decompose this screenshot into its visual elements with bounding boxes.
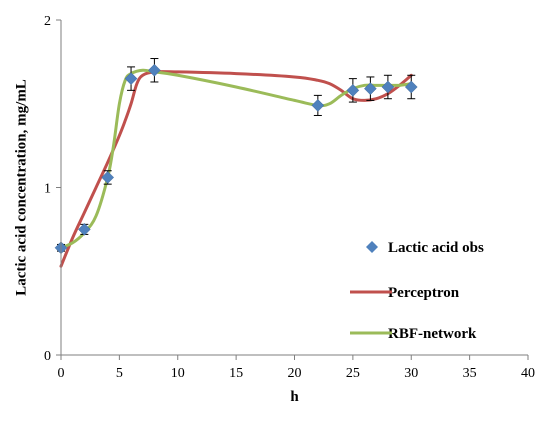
legend-item-lactic-acid-obs: Lactic acid obs <box>366 240 484 256</box>
data-point-diamond <box>364 82 377 96</box>
legend-item-rbf-network: RBF-network <box>350 326 477 342</box>
y-tick-label: 2 <box>44 14 51 29</box>
data-point-diamond <box>311 99 325 112</box>
legend-label-perceptron: Perceptron <box>388 285 460 301</box>
y-axis-title: Lactic acid concentration, mg/mL <box>13 79 29 296</box>
y-tick-label: 1 <box>44 182 51 197</box>
data-point-diamond <box>77 223 91 236</box>
data-point-diamond <box>404 80 418 94</box>
axes <box>56 19 529 360</box>
x-tick-label: 5 <box>116 366 123 381</box>
data-point-diamond <box>101 171 115 184</box>
tick-labels: 0 5 10 15 20 25 30 35 40 0 1 2 <box>44 14 535 381</box>
x-tick-label: 20 <box>288 366 302 381</box>
x-tick-label: 35 <box>463 366 477 381</box>
x-tick-label: 25 <box>346 366 360 381</box>
x-tick-label: 40 <box>521 366 535 381</box>
data-point-diamond <box>148 63 161 77</box>
y-tick-label: 0 <box>44 349 51 364</box>
x-tick-label: 30 <box>404 366 418 381</box>
x-tick-label: 15 <box>229 366 243 381</box>
legend-item-perceptron: Perceptron <box>350 285 460 301</box>
x-tick-label: 10 <box>171 366 185 381</box>
data-point-diamond <box>381 80 395 94</box>
legend-label-lactic-acid-obs: Lactic acid obs <box>388 240 484 256</box>
legend-label-rbf-network: RBF-network <box>388 326 477 342</box>
data-point-diamond <box>346 83 360 97</box>
x-tick-label: 0 <box>58 366 65 381</box>
x-axis-title: h <box>290 389 299 405</box>
plot-area <box>54 58 418 268</box>
legend: Lactic acid obs Perceptron RBF-network <box>350 240 484 342</box>
legend-marker-diamond <box>366 241 378 253</box>
series-line-perceptron <box>59 70 413 268</box>
series-line-rbf-network <box>59 68 413 250</box>
data-point-diamond <box>124 72 138 85</box>
